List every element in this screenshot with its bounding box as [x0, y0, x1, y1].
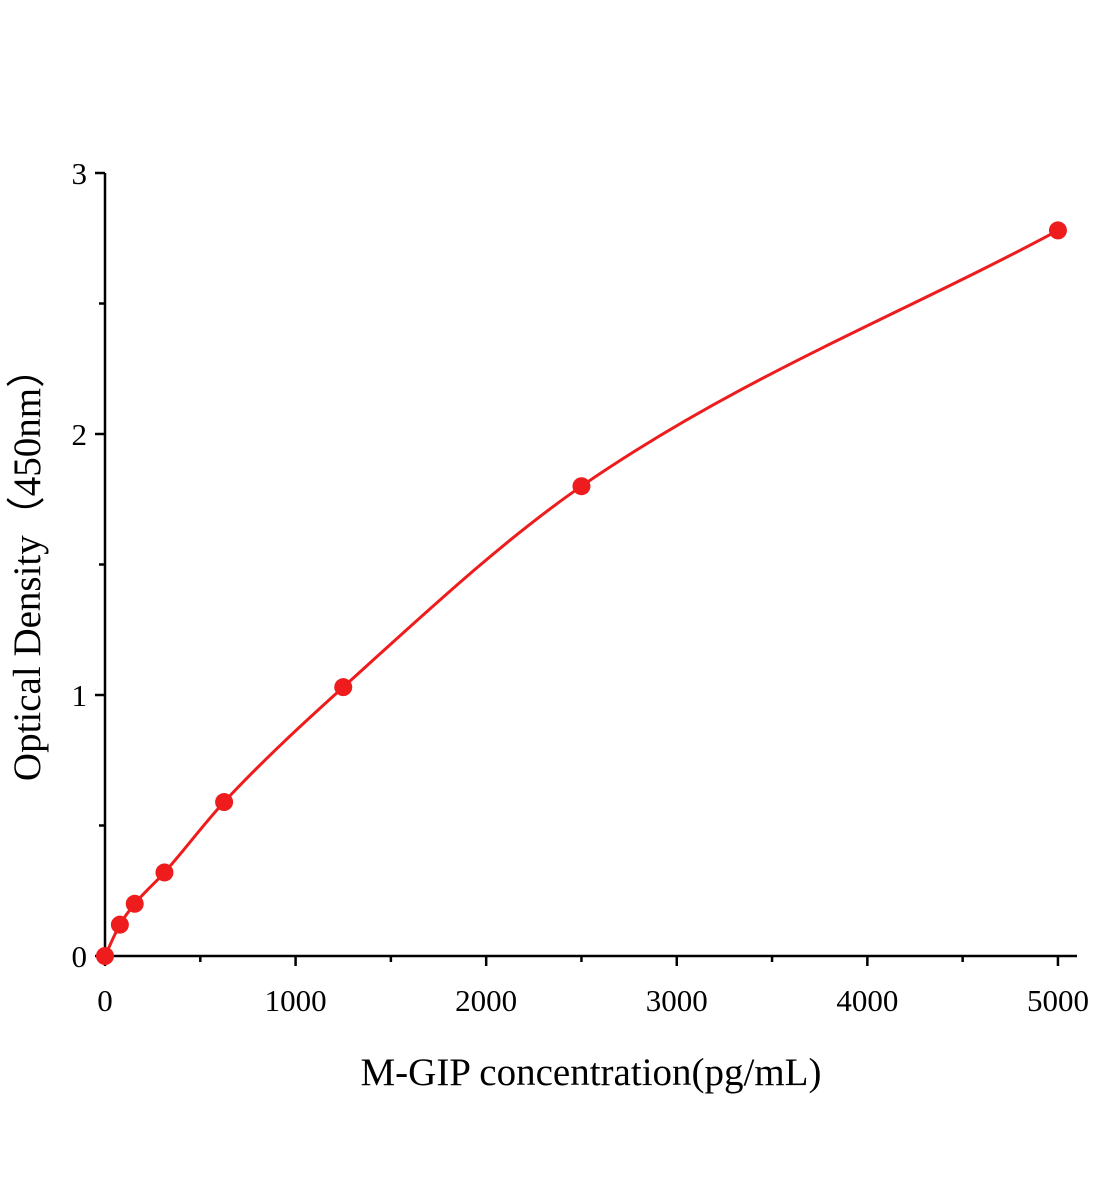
- data-point: [96, 947, 114, 965]
- data-point: [1048, 221, 1067, 240]
- x-axis-title: M-GIP concentration(pg/mL): [360, 1051, 821, 1094]
- y-tick-label: 3: [72, 156, 88, 191]
- x-tick-label: 0: [97, 983, 113, 1018]
- y-axis-title: Optical Density（450nm）: [6, 349, 49, 781]
- data-point: [215, 793, 234, 812]
- data-point: [334, 678, 353, 697]
- y-tick-label: 2: [72, 417, 88, 452]
- data-point: [572, 477, 591, 496]
- y-tick-label: 0: [72, 939, 88, 974]
- x-tick-label: 3000: [646, 983, 708, 1018]
- data-point: [155, 863, 174, 882]
- y-tick-label: 1: [72, 678, 88, 713]
- x-tick-label: 2000: [455, 983, 517, 1018]
- series-line: [103, 229, 1059, 957]
- x-tick-label: 4000: [836, 983, 898, 1018]
- data-point: [125, 894, 144, 913]
- x-tick-label: 1000: [265, 983, 327, 1018]
- data-point: [110, 915, 129, 934]
- x-tick-label: 5000: [1027, 983, 1089, 1018]
